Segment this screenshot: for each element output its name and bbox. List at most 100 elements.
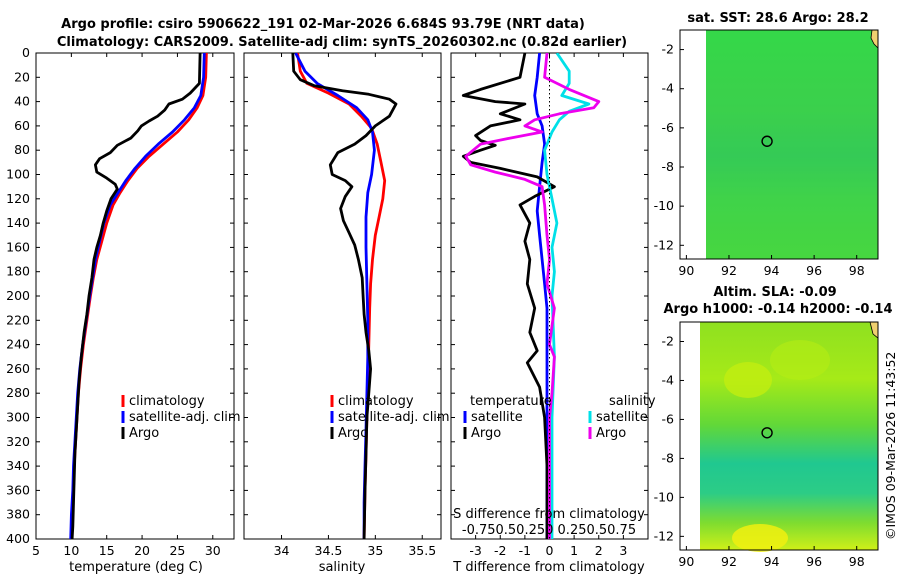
legend-label-t-satellite: satellite xyxy=(471,410,523,425)
sla-map-subtitle: Argo h1000: -0.14 h2000: -0.14 xyxy=(663,302,892,317)
salinity-axes xyxy=(243,52,442,540)
map-y-tick-label: -2 xyxy=(662,333,674,348)
map-x-tick-label: 92 xyxy=(721,263,737,278)
salinity-xlabel: salinity xyxy=(319,560,366,575)
legend-header-temperature: temperature xyxy=(470,394,552,409)
sla-high-blob xyxy=(724,362,772,398)
sla-map-title: Altim. SLA: -0.09 xyxy=(713,285,836,300)
sla-map xyxy=(679,321,879,552)
legend-label-s-argo: Argo xyxy=(596,426,626,441)
s-difference-ticks: -0.750.50.250 0.250.50.75 xyxy=(462,523,636,538)
legend-label-satellite: satellite-adj. clim xyxy=(338,410,450,425)
map-x-tick-label: 96 xyxy=(806,263,822,278)
float-position-marker xyxy=(761,135,773,147)
x-tick-label: 34 xyxy=(274,543,290,558)
y-tick-label: 100 xyxy=(6,167,30,182)
map-y-tick-label: -12 xyxy=(654,237,674,252)
salinity-profile-series xyxy=(291,53,398,539)
legend-label-climatology: climatology xyxy=(338,394,414,409)
temperature-xlabel: temperature (deg C) xyxy=(69,560,203,575)
x-tick-label: 10 xyxy=(63,543,79,558)
series-line-climatology xyxy=(70,53,208,539)
map-x-tick-label: 90 xyxy=(678,554,694,569)
legend-label-t-argo: Argo xyxy=(471,426,501,441)
y-tick-label: 320 xyxy=(6,434,30,449)
y-tick-label: 140 xyxy=(6,215,30,230)
map-y-tick-label: -6 xyxy=(662,411,675,426)
y-tick-label: 340 xyxy=(6,458,30,473)
series-line-s-argo xyxy=(464,53,601,539)
y-tick-label: 20 xyxy=(14,69,30,84)
sst-axes xyxy=(679,29,879,260)
x-tick-label: 1 xyxy=(570,543,578,558)
x-tick-label: 25 xyxy=(169,543,185,558)
sst-texture xyxy=(706,30,878,259)
y-tick-label: 160 xyxy=(6,239,30,254)
figure-title-line1: Argo profile: csiro 5906622_191 02-Mar-2… xyxy=(61,17,585,32)
x-tick-label: 5 xyxy=(32,543,40,558)
imos-watermark: ©IMOS 09-Mar-2026 11:43:52 xyxy=(883,352,898,540)
figure-title-line2: Climatology: CARS2009. Satellite-adj cli… xyxy=(57,35,627,50)
x-tick-label: -2 xyxy=(494,543,506,558)
sla-yellow-blob xyxy=(732,524,788,552)
map-x-tick-label: 94 xyxy=(764,554,780,569)
y-tick-label: 380 xyxy=(6,507,30,522)
map-x-tick-label: 94 xyxy=(764,263,780,278)
map-x-tick-label: 92 xyxy=(721,554,737,569)
difference-legend: temperature salinity satellite Argo sate… xyxy=(463,394,656,441)
y-tick-label: 0 xyxy=(22,45,30,60)
sst-map-title: sat. SST: 28.6 Argo: 28.2 xyxy=(687,11,868,26)
legend-label-climatology: climatology xyxy=(129,394,205,409)
legend-label-s-satellite: satellite xyxy=(596,410,648,425)
map-y-tick-label: -8 xyxy=(662,159,675,174)
map-y-tick-label: -4 xyxy=(662,81,675,96)
temperature-profile-series xyxy=(69,53,208,539)
y-tick-label: 120 xyxy=(6,191,30,206)
x-tick-label: 15 xyxy=(99,543,115,558)
y-tick-label: 200 xyxy=(6,288,30,303)
x-tick-label: 20 xyxy=(134,543,150,558)
x-tick-label: -1 xyxy=(519,543,531,558)
series-line-t-satellite xyxy=(533,53,549,539)
series-line-argo xyxy=(70,53,202,539)
x-tick-label: 35 xyxy=(367,543,383,558)
legend-label-argo: Argo xyxy=(338,426,368,441)
y-tick-label: 60 xyxy=(14,118,30,133)
sla-axes xyxy=(679,321,879,551)
map-y-tick-label: -4 xyxy=(662,372,675,387)
map-x-tick-label: 90 xyxy=(678,263,694,278)
legend-header-salinity: salinity xyxy=(609,394,656,409)
temperature-legend: climatology satellite-adj. clim Argo xyxy=(121,394,241,441)
y-tick-label: 240 xyxy=(6,337,30,352)
x-tick-label: 2 xyxy=(595,543,603,558)
y-tick-label: 40 xyxy=(14,94,30,109)
salinity-legend: climatology satellite-adj. clim Argo xyxy=(330,394,450,441)
difference-profile-series xyxy=(461,53,601,539)
y-tick-label: 220 xyxy=(6,312,30,327)
sst-map xyxy=(679,29,879,260)
y-tick-label: 360 xyxy=(6,482,30,497)
x-tick-label: 0 xyxy=(546,543,554,558)
y-tick-label: 180 xyxy=(6,264,30,279)
legend-label-argo: Argo xyxy=(129,426,159,441)
map-x-tick-label: 98 xyxy=(849,263,865,278)
map-y-tick-label: -8 xyxy=(662,450,675,465)
y-tick-label: 280 xyxy=(6,385,30,400)
y-tick-label: 400 xyxy=(6,531,30,546)
x-tick-label: 35.5 xyxy=(408,543,436,558)
x-tick-label: 3 xyxy=(619,543,627,558)
sst-field xyxy=(706,30,878,259)
x-tick-label: -3 xyxy=(469,543,481,558)
y-tick-label: 80 xyxy=(14,142,30,157)
map-x-tick-label: 96 xyxy=(806,554,822,569)
map-y-tick-label: -10 xyxy=(654,198,674,213)
map-y-tick-label: -2 xyxy=(662,42,674,57)
difference-xlabel: T difference from climatology xyxy=(452,560,645,575)
x-tick-label: 34.5 xyxy=(315,543,343,558)
temperature-axes xyxy=(35,52,235,540)
map-y-tick-label: -6 xyxy=(662,120,675,135)
x-tick-label: 30 xyxy=(205,543,221,558)
y-tick-label: 260 xyxy=(6,361,30,376)
float-position-marker xyxy=(761,427,773,439)
series-line-argo xyxy=(291,53,398,539)
